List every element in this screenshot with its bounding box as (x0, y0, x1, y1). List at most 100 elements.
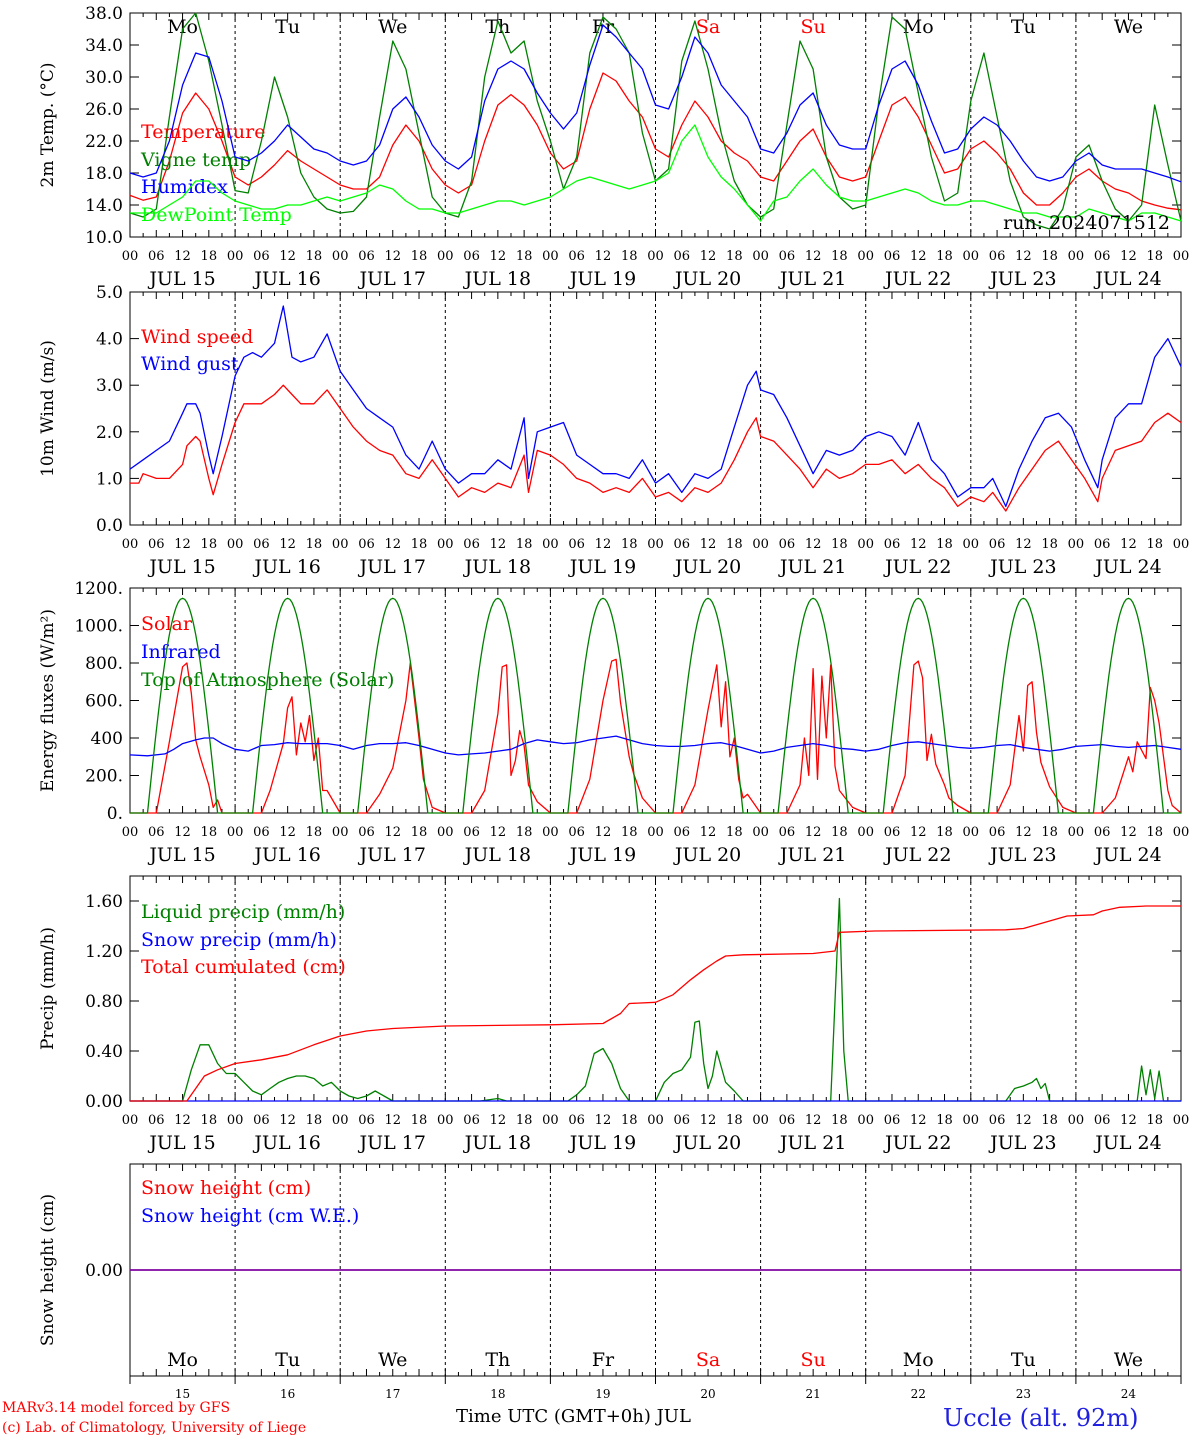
lab-credit: (c) Lab. of Climatology, University of L… (2, 1420, 307, 1436)
weekday-label: We (378, 1349, 407, 1371)
hour-label: 00 (437, 537, 454, 552)
hour-label: 00 (542, 1113, 559, 1128)
date-label: JUL 15 (147, 1132, 215, 1154)
hour-label: 06 (779, 537, 796, 552)
hour-label: 12 (1015, 1113, 1032, 1128)
weekday-label: Sa (696, 16, 720, 38)
legend-entry: Top of Atmosphere (Solar) (141, 669, 394, 691)
hour-label: 18 (621, 537, 638, 552)
weekday-label: Mo (167, 1349, 198, 1371)
legend-entry: Snow height (cm) (141, 1177, 311, 1199)
weekday-label: Mo (903, 1349, 934, 1371)
series-line-wind-1 (129, 305, 1182, 508)
hour-label: 12 (805, 825, 822, 840)
hour-label: 12 (595, 1113, 612, 1128)
hour-label: 06 (989, 249, 1006, 264)
hour-label: 00 (542, 537, 559, 552)
y-tick-label: 30.0 (85, 68, 123, 88)
hour-label: 18 (621, 1113, 638, 1128)
y-tick-label: 5.0 (96, 283, 123, 303)
hour-label: 06 (568, 249, 585, 264)
hour-label: 12 (279, 1113, 296, 1128)
hour-label: 18 (936, 825, 953, 840)
x-axis-title: Time UTC (GMT+0h) JUL (456, 1406, 691, 1427)
hour-label: 00 (752, 1113, 769, 1128)
date-label: JUL 24 (1093, 844, 1161, 866)
hour-label: 12 (490, 1113, 507, 1128)
day-number: 21 (806, 1387, 821, 1401)
hour-label: 18 (516, 825, 533, 840)
series-line-energy-0 (130, 658, 1182, 814)
hour-label: 00 (1068, 537, 1085, 552)
date-label: JUL 21 (778, 1132, 846, 1154)
hour-label: 00 (1173, 825, 1190, 840)
weekday-label: Su (801, 16, 826, 38)
date-label: JUL 21 (778, 268, 846, 290)
hour-label: 18 (201, 1113, 218, 1128)
weekday-label: Tu (275, 1349, 300, 1371)
hour-label: 00 (963, 249, 980, 264)
date-label: JUL 18 (463, 556, 531, 578)
weekday-label: Tu (1011, 16, 1036, 38)
hour-label: 00 (1068, 1113, 1085, 1128)
hour-label: 06 (253, 249, 270, 264)
hour-label: 12 (279, 825, 296, 840)
hour-label: 12 (1120, 537, 1137, 552)
hour-label: 00 (1173, 1113, 1190, 1128)
day-number: 16 (280, 1387, 295, 1401)
hour-label: 18 (1041, 825, 1058, 840)
hour-label: 00 (647, 537, 664, 552)
hour-label: 18 (831, 825, 848, 840)
hour-label: 06 (1094, 825, 1111, 840)
hour-label: 18 (621, 825, 638, 840)
hour-label: 18 (1041, 1113, 1058, 1128)
hour-label: 06 (884, 537, 901, 552)
date-label: JUL 23 (988, 556, 1056, 578)
hour-label: 00 (857, 1113, 874, 1128)
hour-label: 12 (595, 825, 612, 840)
date-label: JUL 22 (883, 268, 951, 290)
date-label: JUL 18 (463, 844, 531, 866)
y-tick-label: 1200. (74, 579, 123, 599)
hour-label: 06 (674, 537, 691, 552)
date-label: JUL 21 (778, 556, 846, 578)
hour-label: 00 (227, 249, 244, 264)
hour-label: 18 (1041, 249, 1058, 264)
legend-entry: Solar (141, 613, 193, 635)
date-label: JUL 23 (988, 268, 1056, 290)
legend-entry: Liquid precip (mm/h) (141, 901, 345, 923)
hour-label: 06 (1094, 249, 1111, 264)
hour-label: 12 (490, 249, 507, 264)
hour-label: 18 (936, 537, 953, 552)
legend-entry: Snow precip (mm/h) (141, 929, 337, 951)
date-label: JUL 22 (883, 844, 951, 866)
hour-label: 12 (1015, 825, 1032, 840)
legend-entry: Wind gust (141, 353, 239, 375)
y-tick-label: 800. (85, 654, 123, 674)
hour-label: 06 (779, 825, 796, 840)
hour-label: 06 (148, 537, 165, 552)
hour-label: 06 (568, 825, 585, 840)
y-axis-label: 10m Wind (m/s) (38, 340, 58, 477)
hour-label: 06 (989, 1113, 1006, 1128)
y-tick-label: 600. (85, 692, 123, 712)
weekday-label: We (378, 16, 407, 38)
hour-label: 18 (936, 1113, 953, 1128)
hour-label: 06 (674, 825, 691, 840)
date-label: JUL 22 (883, 1132, 951, 1154)
hour-label: 00 (857, 825, 874, 840)
hour-label: 06 (884, 1113, 901, 1128)
model-credit: MARv3.14 model forced by GFS (2, 1400, 231, 1416)
weekday-label: Th (485, 16, 510, 38)
hour-label: 00 (963, 1113, 980, 1128)
y-tick-label: 0. (107, 804, 123, 824)
hour-label: 06 (253, 537, 270, 552)
series-line-precip-0 (130, 897, 1181, 1102)
weekday-label: Tu (275, 16, 300, 38)
date-label: JUL 17 (358, 556, 426, 578)
y-tick-label: 0.40 (85, 1042, 123, 1062)
date-label: JUL 20 (673, 844, 741, 866)
hour-label: 12 (490, 537, 507, 552)
hour-label: 18 (411, 825, 428, 840)
hour-label: 12 (805, 1113, 822, 1128)
